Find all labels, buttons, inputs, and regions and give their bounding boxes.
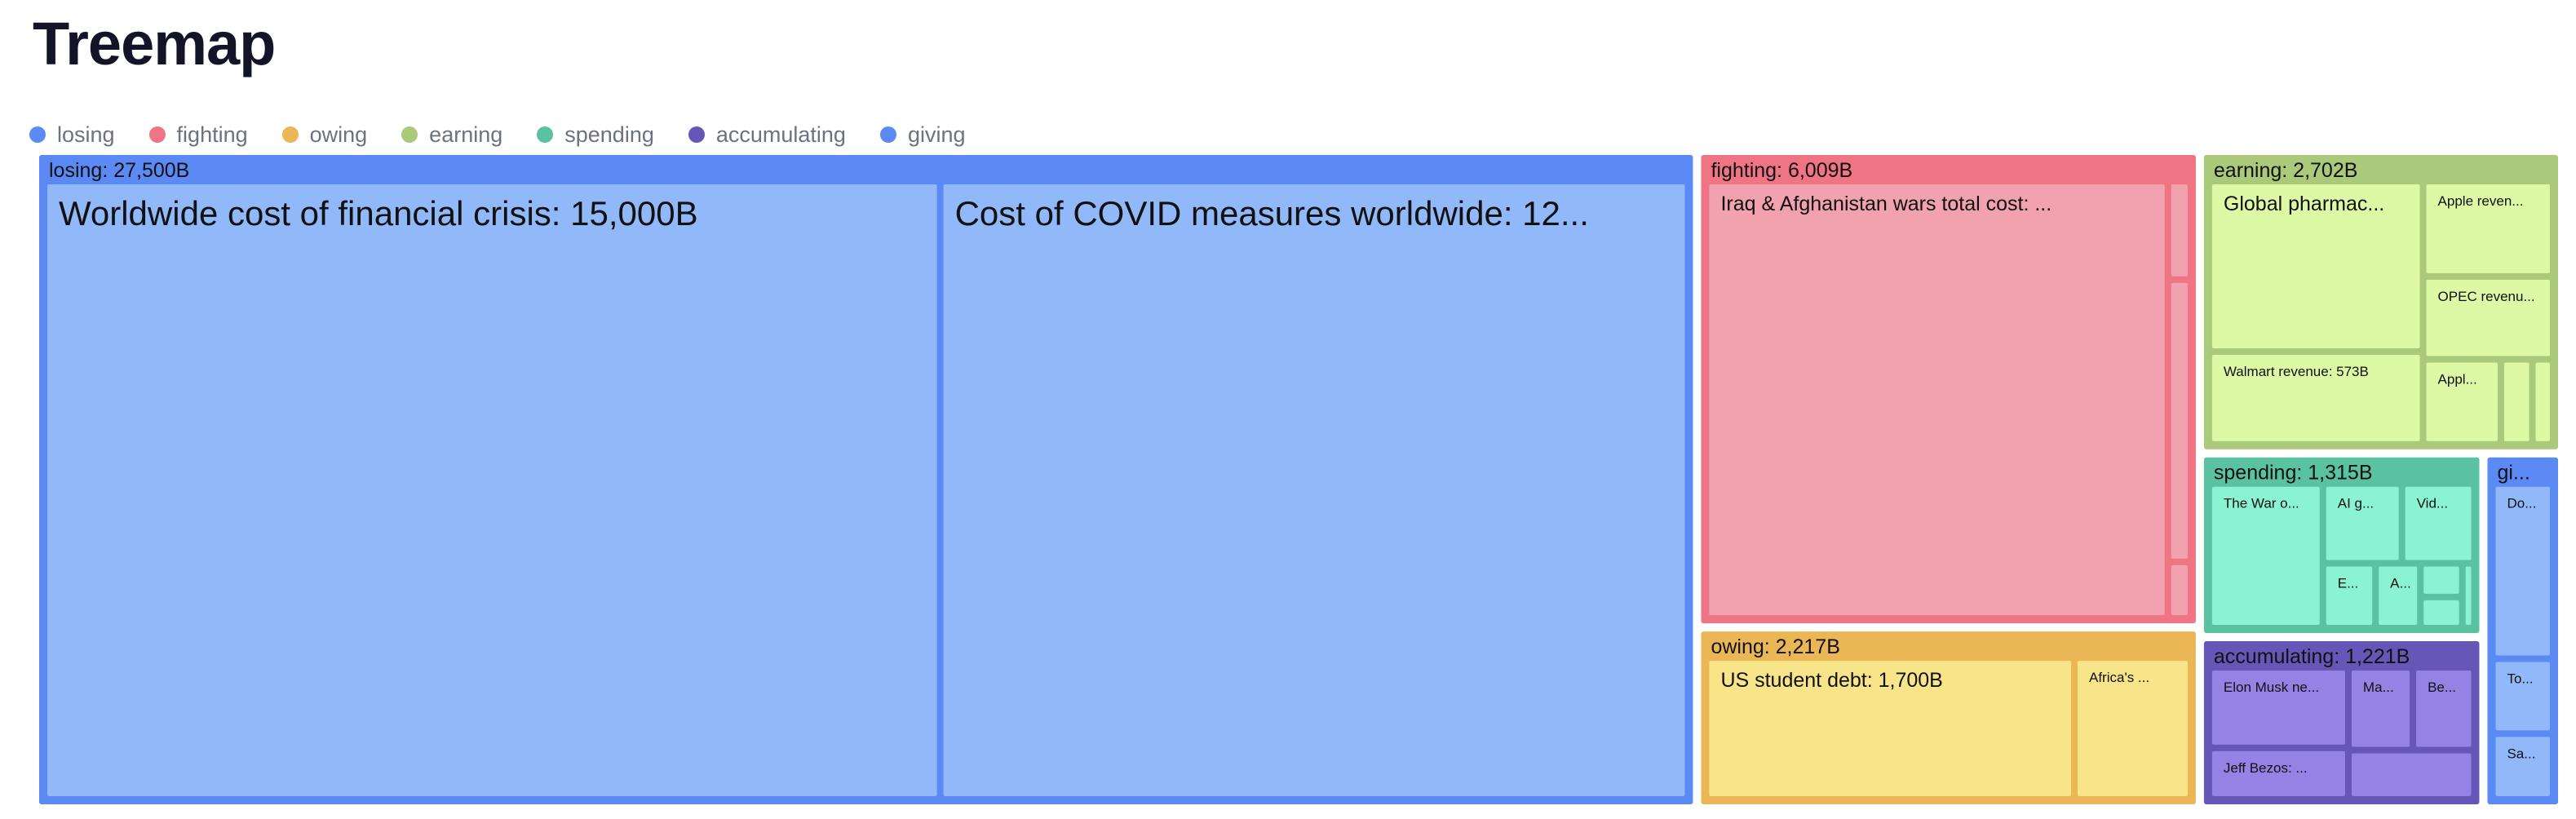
leaf-fighting-1[interactable] bbox=[1709, 184, 2165, 616]
legend: losing fighting owing earning spending a… bbox=[29, 117, 1000, 152]
group-label-giving: gi... bbox=[2497, 462, 2530, 485]
group-losing: losing: 27,500B Worldwide cost of financi… bbox=[39, 155, 1693, 804]
leaf-losing-1[interactable] bbox=[47, 184, 937, 796]
legend-swatch-accumulating bbox=[688, 126, 705, 143]
leaf-label-total: To... bbox=[2507, 671, 2533, 686]
leaf-earning-7[interactable] bbox=[2535, 362, 2550, 441]
leaf-label-walmart-revenue-573b: Walmart revenue: 573B bbox=[2224, 364, 2369, 379]
leaf-owing-2[interactable] bbox=[2078, 661, 2188, 796]
leaf-accumulating-2[interactable] bbox=[2211, 750, 2345, 796]
leaf-earning-3[interactable] bbox=[2426, 184, 2550, 273]
leaf-spending-5[interactable] bbox=[2379, 566, 2418, 626]
legend-item-losing[interactable]: losing bbox=[29, 122, 115, 148]
leaf-spending-6[interactable] bbox=[2423, 566, 2459, 594]
leaf-label-the-war-on-drug: The War o... bbox=[2224, 496, 2299, 511]
leaf-label-africa-s-fore: Africa's ... bbox=[2089, 670, 2149, 685]
leaf-fighting-3[interactable] bbox=[2171, 282, 2188, 559]
leaf-label-elon-musk-net-wort: Elon Musk ne... bbox=[2224, 680, 2319, 695]
group-earning: earning: 2,702B Global pharmac... Walmart … bbox=[2203, 155, 2558, 449]
leaf-label-us-student-debt-1-700b: US student debt: 1,700B bbox=[1720, 669, 1942, 692]
leaf-label-save: Sa... bbox=[2507, 746, 2535, 761]
legend-item-spending[interactable]: spending bbox=[537, 122, 654, 148]
group-spending: spending: 1,315B The War o... AI g... Vid..… bbox=[2203, 457, 2480, 634]
leaf-label-iraq-afghanistan-wars-total-cost-5-800b: Iraq & Afghanistan wars total cost: ... bbox=[1720, 193, 2052, 215]
leaf-label-opec-revenue: OPEC revenu... bbox=[2438, 289, 2535, 304]
legend-item-owing[interactable]: owing bbox=[281, 122, 368, 148]
group-label-losing: losing: 27,500B bbox=[49, 159, 189, 182]
leaf-losing-2[interactable] bbox=[943, 184, 1685, 796]
leaf-spending-8[interactable] bbox=[2465, 566, 2472, 626]
group-giving: gi... Do... To... Sa... bbox=[2487, 457, 2558, 804]
legend-label-giving: giving bbox=[907, 122, 966, 147]
leaf-label-donat: Do... bbox=[2507, 496, 2536, 511]
leaf-accumulating-5[interactable] bbox=[2351, 753, 2472, 796]
group-accumulating: accumulating: 1,221B Elon Musk ne... Jeff … bbox=[2203, 641, 2480, 804]
group-label-earning: earning: 2,702B bbox=[2214, 159, 2358, 182]
leaf-spending-1[interactable] bbox=[2211, 486, 2320, 626]
leaf-accumulating-1[interactable] bbox=[2211, 671, 2345, 745]
leaf-label-ebay: E... bbox=[2338, 575, 2359, 591]
group-fighting: fighting: 6,009B Iraq & Afghanistan wars … bbox=[1701, 155, 2196, 624]
legend-label-fighting: fighting bbox=[176, 122, 248, 147]
group-label-fighting: fighting: 6,009B bbox=[1711, 159, 1852, 182]
leaf-giving-1[interactable] bbox=[2495, 486, 2550, 656]
legend-label-earning: earning bbox=[429, 122, 503, 147]
leaf-giving-3[interactable] bbox=[2495, 737, 2550, 796]
group-label-owing: owing: 2,217B bbox=[1711, 635, 1839, 658]
leaf-spending-2[interactable] bbox=[2326, 486, 2399, 560]
legend-label-owing: owing bbox=[309, 122, 368, 147]
leaf-label-worldwide-cost-of-financial-crisis-15-00: Worldwide cost of financial crisis: 15,0… bbox=[59, 194, 698, 232]
leaf-label-apple-n: Appl... bbox=[2438, 372, 2477, 387]
leaf-label-cost-of-covid-measures-worldwide-12: Cost of COVID measures worldwide: 12... bbox=[955, 194, 1589, 232]
leaf-earning-6[interactable] bbox=[2503, 362, 2530, 441]
leaf-giving-2[interactable] bbox=[2495, 662, 2550, 731]
leaf-label-video: Vid... bbox=[2417, 496, 2448, 511]
leaf-accumulating-3[interactable] bbox=[2351, 671, 2410, 747]
legend-item-giving[interactable]: giving bbox=[879, 122, 966, 148]
leaf-label-mark-z: Ma... bbox=[2363, 680, 2394, 695]
legend-label-accumulating: accumulating bbox=[715, 122, 846, 147]
group-label-accumulating: accumulating: 1,221B bbox=[2214, 645, 2410, 668]
leaf-earning-2[interactable] bbox=[2211, 355, 2420, 441]
legend-swatch-losing bbox=[29, 126, 46, 143]
legend-swatch-giving bbox=[879, 126, 896, 143]
group-label-spending: spending: 1,315B bbox=[2214, 462, 2373, 485]
page-title: Treemap bbox=[33, 10, 276, 77]
legend-label-spending: spending bbox=[564, 122, 654, 147]
leaf-earning-5[interactable] bbox=[2426, 362, 2498, 441]
leaf-earning-4[interactable] bbox=[2426, 279, 2550, 356]
leaf-fighting-2[interactable] bbox=[2171, 184, 2188, 277]
leaf-label-ai-globa: AI g... bbox=[2338, 496, 2374, 511]
leaf-fighting-4[interactable] bbox=[2171, 564, 2188, 616]
legend-label-losing: losing bbox=[57, 122, 115, 147]
leaf-label-apple-revenu: Apple reven... bbox=[2438, 193, 2524, 209]
leaf-earning-1[interactable] bbox=[2211, 184, 2420, 349]
legend-item-earning[interactable]: earning bbox=[401, 122, 502, 148]
legend-swatch-owing bbox=[281, 126, 299, 143]
legend-item-accumulating[interactable]: accumulating bbox=[688, 122, 846, 148]
leaf-spending-4[interactable] bbox=[2326, 566, 2373, 626]
legend-swatch-earning bbox=[401, 126, 418, 143]
leaf-spending-3[interactable] bbox=[2405, 486, 2472, 560]
leaf-spending-7[interactable] bbox=[2423, 600, 2459, 626]
legend-swatch-spending bbox=[537, 126, 554, 143]
leaf-label-bern: Be... bbox=[2428, 680, 2456, 695]
leaf-owing-1[interactable] bbox=[1709, 661, 2072, 796]
legend-item-fighting[interactable]: fighting bbox=[148, 122, 248, 148]
leaf-accumulating-4[interactable] bbox=[2416, 671, 2472, 747]
leaf-label-alt: A... bbox=[2390, 575, 2411, 591]
leaf-label-global-pharmaceutical-market: Global pharmac... bbox=[2224, 193, 2384, 215]
legend-swatch-fighting bbox=[148, 126, 166, 143]
leaf-label-jeff-bezos-243b: Jeff Bezos: ... bbox=[2224, 760, 2308, 776]
group-owing: owing: 2,217B US student debt: 1,700B Afri… bbox=[1701, 631, 2196, 804]
